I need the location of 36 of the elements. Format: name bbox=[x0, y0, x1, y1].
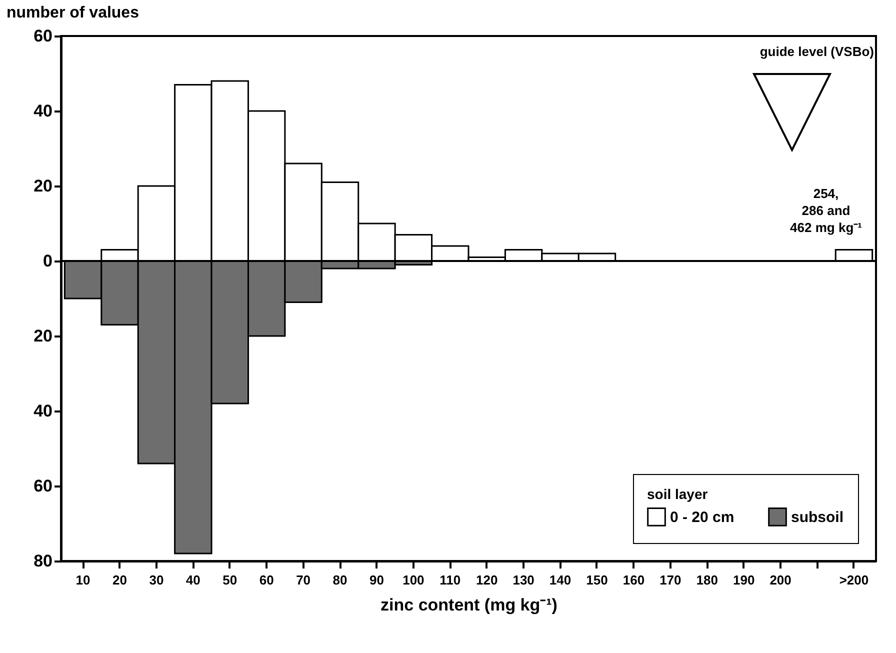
x-tick-label: 80 bbox=[332, 572, 348, 588]
y-tick-label: 20 bbox=[34, 176, 52, 196]
y-tick-label: 60 bbox=[34, 476, 52, 496]
x-tick-label: 170 bbox=[660, 572, 682, 588]
x-tick-label: 150 bbox=[586, 572, 608, 588]
y-tick-label: 60 bbox=[34, 26, 52, 46]
x-axis-title: zinc content (mg kg⁻¹) bbox=[380, 596, 558, 614]
x-tick-label: 160 bbox=[622, 572, 645, 588]
y-tick-label: 40 bbox=[34, 102, 52, 120]
x-tick-label: >200 bbox=[839, 572, 869, 588]
x-tick-label: 120 bbox=[476, 572, 498, 588]
y-tick-label: 80 bbox=[34, 552, 52, 570]
annotation: guide level (VSBo) bbox=[760, 44, 874, 59]
y-tick-label: 40 bbox=[34, 402, 52, 420]
y-tick-label: 20 bbox=[34, 326, 52, 346]
y-axis-title: number of values bbox=[6, 4, 140, 22]
annotation: 254, 286 and 462 mg kg⁻¹ bbox=[790, 186, 862, 235]
x-tick-label: 90 bbox=[369, 572, 384, 588]
x-tick-label: 130 bbox=[512, 572, 534, 588]
x-tick-label: 40 bbox=[186, 572, 200, 588]
x-tick-label: 110 bbox=[440, 572, 461, 588]
legend-title: soil layer bbox=[647, 486, 708, 502]
x-tick-label: 100 bbox=[402, 572, 424, 588]
legend-label: subsoil bbox=[791, 508, 844, 526]
x-tick-label: 200 bbox=[770, 572, 792, 588]
x-tick-label: 140 bbox=[549, 572, 572, 588]
x-tick-label: 60 bbox=[259, 572, 274, 588]
x-tick-label: 10 bbox=[76, 572, 90, 588]
x-tick-label: 30 bbox=[149, 572, 164, 588]
x-tick-label: 180 bbox=[696, 572, 718, 588]
x-tick-label: 20 bbox=[112, 572, 127, 588]
legend-label: 0 - 20 cm bbox=[670, 508, 734, 526]
y-tick-label: 0 bbox=[43, 252, 52, 270]
x-tick-label: 190 bbox=[732, 572, 755, 588]
x-tick-label: 50 bbox=[222, 572, 238, 588]
x-tick-label: 70 bbox=[296, 572, 311, 588]
